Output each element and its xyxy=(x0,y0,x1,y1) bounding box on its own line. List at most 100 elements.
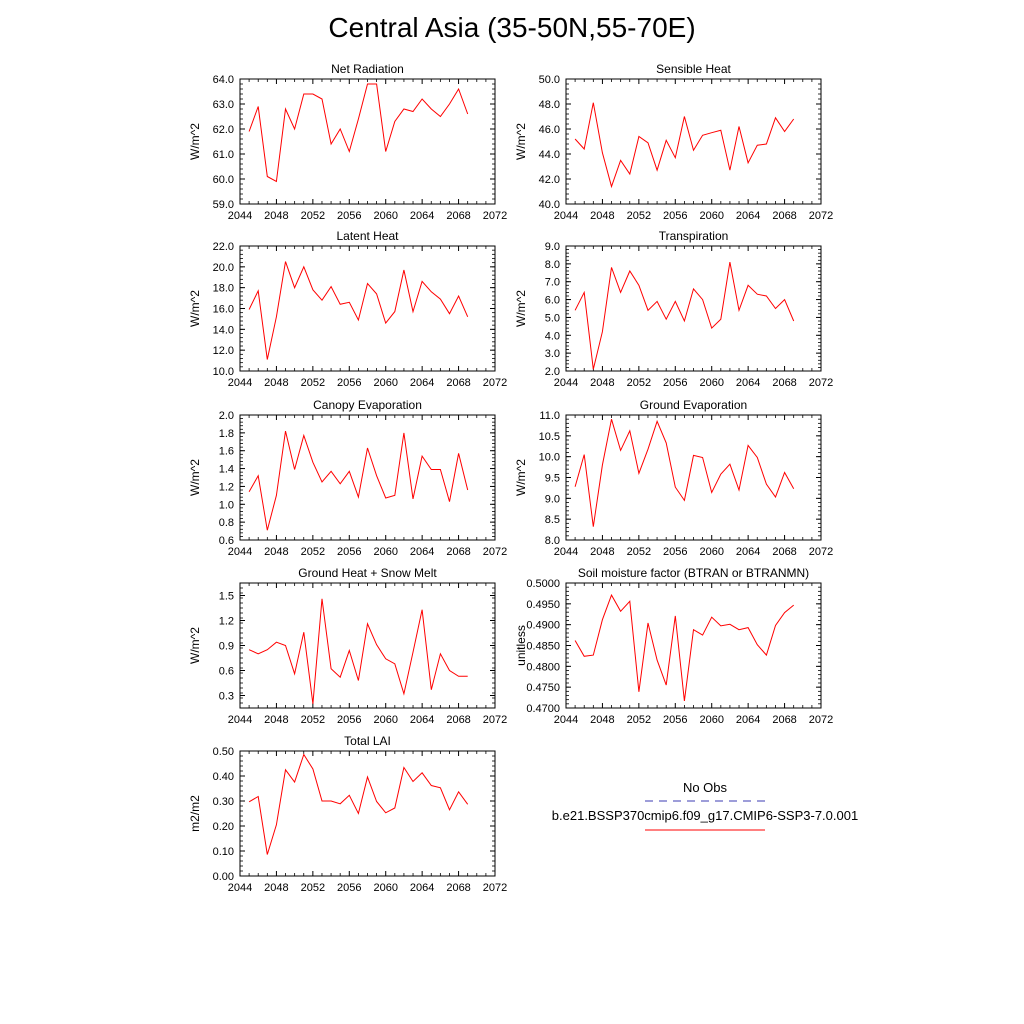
x-tick-label: 2044 xyxy=(228,714,252,726)
x-tick-label: 2052 xyxy=(627,377,651,389)
figure-title: Central Asia (35-50N,55-70E) xyxy=(328,12,696,43)
y-tick-label: 62.0 xyxy=(213,124,234,136)
x-tick-label: 2056 xyxy=(337,714,361,726)
y-tick-label: 0.4800 xyxy=(526,661,560,673)
x-tick-label: 2052 xyxy=(301,210,325,222)
x-tick-label: 2056 xyxy=(663,377,687,389)
series-line xyxy=(574,419,795,527)
x-tick-label: 2068 xyxy=(772,546,796,558)
series-line xyxy=(574,593,795,701)
y-tick-label: 16.0 xyxy=(213,304,234,316)
y-tick-label: 0.40 xyxy=(213,771,234,783)
y-tick-label: 46.0 xyxy=(539,124,560,136)
x-tick-label: 2064 xyxy=(410,882,434,894)
x-tick-label: 2072 xyxy=(809,546,833,558)
x-tick-label: 2060 xyxy=(373,210,397,222)
chart-panels: Net Radiation W/m^2 2044 2048 2052 2056 2060 20… xyxy=(188,62,833,894)
y-tick-label: 14.0 xyxy=(213,324,234,336)
x-tick-label: 2056 xyxy=(337,377,361,389)
legend-model-label: b.e21.BSSP370cmip6.f09_g17.CMIP6-SSP3-7.… xyxy=(552,808,858,823)
x-tick-label: 2068 xyxy=(446,546,470,558)
y-tick-label: 1.6 xyxy=(219,446,234,458)
chart-panel-8: Soil moisture factor (BTRAN or BTRANMN) u… xyxy=(514,566,833,726)
x-tick-label: 2060 xyxy=(373,377,397,389)
y-tick-label: 0.3 xyxy=(219,691,234,703)
panel-title: Net Radiation xyxy=(331,62,404,76)
y-tick-label: 0.4900 xyxy=(526,620,560,632)
y-tick-label: 9.5 xyxy=(545,473,560,485)
x-tick-label: 2072 xyxy=(483,210,507,222)
y-tick-label: 0.4950 xyxy=(526,599,560,611)
y-tick-label: 1.5 xyxy=(219,591,234,603)
x-tick-label: 2072 xyxy=(483,546,507,558)
x-tick-label: 2056 xyxy=(337,882,361,894)
x-tick-label: 2064 xyxy=(410,210,434,222)
y-tick-label: 8.0 xyxy=(545,259,560,271)
y-axis-label: W/m^2 xyxy=(188,290,202,327)
x-tick-label: 2060 xyxy=(699,377,723,389)
y-axis-label: unitless xyxy=(514,625,528,666)
y-axis-label: W/m^2 xyxy=(188,459,202,496)
y-tick-label: 18.0 xyxy=(213,283,234,295)
panel-title: Transpiration xyxy=(659,229,729,243)
series-line xyxy=(248,261,469,360)
y-tick-label: 59.0 xyxy=(213,199,234,211)
y-tick-label: 1.2 xyxy=(219,616,234,628)
x-tick-label: 2044 xyxy=(554,377,578,389)
x-tick-label: 2064 xyxy=(410,714,434,726)
x-tick-label: 2064 xyxy=(736,377,760,389)
series-line xyxy=(574,102,795,189)
y-axis-label: m2/m2 xyxy=(188,795,202,832)
chart-panel-2: Sensible Heat W/m^2 2044 2048 2052 2056 2060 20… xyxy=(514,62,833,222)
x-tick-label: 2068 xyxy=(446,210,470,222)
x-tick-label: 2060 xyxy=(699,546,723,558)
x-tick-label: 2072 xyxy=(809,210,833,222)
panel-title: Total LAI xyxy=(344,734,391,748)
x-tick-label: 2072 xyxy=(483,714,507,726)
y-tick-label: 9.0 xyxy=(545,241,560,253)
y-tick-label: 1.0 xyxy=(219,499,234,511)
y-axis-label: W/m^2 xyxy=(188,627,202,664)
x-tick-label: 2056 xyxy=(663,714,687,726)
x-tick-label: 2068 xyxy=(772,714,796,726)
y-tick-label: 4.0 xyxy=(545,330,560,342)
plot-frame xyxy=(239,582,496,709)
chart-panel-9: Total LAI m2/m2 2044 2048 2052 2056 2060 2064 20… xyxy=(188,734,507,894)
x-tick-label: 2048 xyxy=(264,546,288,558)
panel-title: Ground Evaporation xyxy=(640,398,747,412)
panel-title: Ground Heat + Snow Melt xyxy=(298,566,437,580)
x-tick-label: 2064 xyxy=(410,546,434,558)
y-tick-label: 3.0 xyxy=(545,348,560,360)
plot-frame xyxy=(565,78,822,205)
y-tick-label: 2.0 xyxy=(545,366,560,378)
y-tick-label: 10.0 xyxy=(213,366,234,378)
y-tick-label: 0.4700 xyxy=(526,703,560,715)
plot-frame xyxy=(565,245,822,372)
y-tick-label: 22.0 xyxy=(213,241,234,253)
y-tick-label: 20.0 xyxy=(213,262,234,274)
y-tick-label: 11.0 xyxy=(539,410,560,422)
x-tick-label: 2044 xyxy=(228,377,252,389)
y-tick-label: 64.0 xyxy=(213,74,234,86)
y-tick-label: 8.5 xyxy=(545,514,560,526)
x-tick-label: 2068 xyxy=(772,377,796,389)
x-tick-label: 2048 xyxy=(264,210,288,222)
x-tick-label: 2048 xyxy=(590,546,614,558)
x-tick-label: 2072 xyxy=(809,377,833,389)
y-tick-label: 0.00 xyxy=(213,871,234,883)
x-tick-label: 2052 xyxy=(627,210,651,222)
x-tick-label: 2056 xyxy=(337,546,361,558)
x-tick-label: 2060 xyxy=(373,882,397,894)
x-tick-label: 2060 xyxy=(373,714,397,726)
chart-panel-1: Net Radiation W/m^2 2044 2048 2052 2056 2060 20… xyxy=(188,62,507,222)
y-tick-label: 1.2 xyxy=(219,481,234,493)
x-tick-label: 2044 xyxy=(228,546,252,558)
series-line xyxy=(248,430,469,531)
x-tick-label: 2064 xyxy=(736,210,760,222)
y-tick-label: 0.4750 xyxy=(526,682,560,694)
y-tick-label: 60.0 xyxy=(213,174,234,186)
y-tick-label: 1.8 xyxy=(219,428,234,440)
y-tick-label: 0.20 xyxy=(213,821,234,833)
x-tick-label: 2048 xyxy=(590,714,614,726)
